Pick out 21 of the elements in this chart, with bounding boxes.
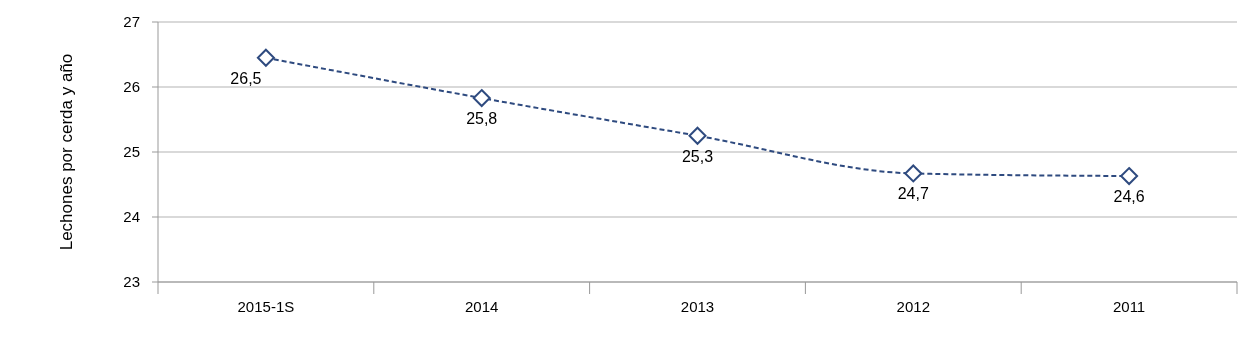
point bbox=[1120, 167, 1139, 186]
y-tick-label: 26 bbox=[123, 78, 140, 95]
y-tick-label: 24 bbox=[123, 208, 140, 225]
data-label: 24,6 bbox=[1113, 188, 1145, 206]
point bbox=[688, 126, 707, 145]
y-tick-label: 25 bbox=[123, 143, 140, 160]
data-label: 26,5 bbox=[230, 69, 262, 87]
data-label: 25,3 bbox=[681, 147, 714, 165]
x-tick-label: 2012 bbox=[896, 298, 930, 315]
data-label: 25,8 bbox=[466, 110, 498, 128]
x-tick-label: 2013 bbox=[680, 298, 715, 315]
point bbox=[904, 164, 923, 183]
x-tick-label: 2015-1S bbox=[237, 298, 295, 315]
y-axis-title: Lechones por cerda y año bbox=[57, 53, 76, 251]
x-tick-label: 2011 bbox=[1112, 298, 1146, 315]
point bbox=[256, 48, 275, 67]
data-label: 24,7 bbox=[897, 185, 929, 203]
point bbox=[472, 89, 491, 108]
y-tick-label: 27 bbox=[123, 13, 140, 30]
x-tick-label: 2014 bbox=[465, 298, 499, 315]
y-tick-label: 23 bbox=[123, 273, 140, 290]
